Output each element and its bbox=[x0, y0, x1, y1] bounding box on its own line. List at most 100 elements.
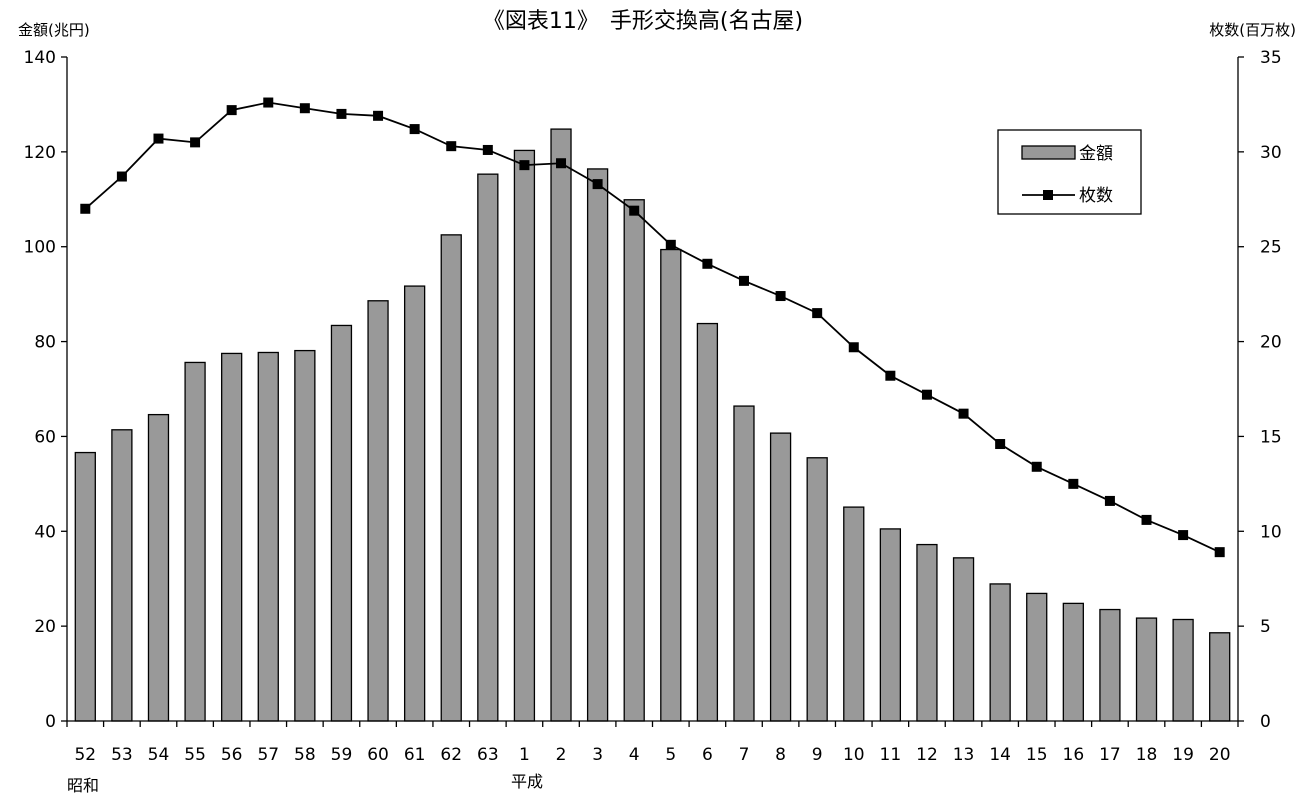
bar-amount-15 bbox=[1026, 592, 1048, 722]
x-tick-label-62: 62 bbox=[440, 745, 462, 765]
marker-count-14 bbox=[995, 439, 1006, 450]
left-tick-label-0: 0 bbox=[45, 712, 56, 732]
marker-count-4 bbox=[629, 205, 640, 216]
bar-amount-55 bbox=[184, 361, 206, 722]
x-axis-ticks: 52 53 54 55 56 57 58 59 60 61 62 63 1 2 3 4 5 6 7 8 9 10 11 12 1… bbox=[66, 721, 1239, 765]
bar-amount-2 bbox=[550, 128, 572, 722]
x-tick-label-5: 5 bbox=[665, 745, 676, 765]
bar-amount-58 bbox=[294, 349, 316, 722]
marker-count-2 bbox=[556, 158, 567, 169]
x-tick-label-11: 11 bbox=[880, 745, 902, 765]
right-tick-label-3: 15 bbox=[1260, 427, 1282, 447]
marker-count-8 bbox=[775, 291, 786, 302]
x-tick-label-16: 16 bbox=[1063, 745, 1085, 765]
x-tick-label-56: 56 bbox=[221, 745, 243, 765]
marker-count-11 bbox=[885, 370, 896, 381]
left-tick-label-5: 100 bbox=[24, 238, 56, 258]
marker-count-58 bbox=[299, 103, 310, 114]
x-tick-label-9: 9 bbox=[812, 745, 823, 765]
left-tick-label-7: 140 bbox=[24, 48, 56, 68]
line-series bbox=[80, 97, 1225, 558]
x-tick-label-53: 53 bbox=[111, 745, 133, 765]
bar-series bbox=[74, 128, 1231, 722]
x-tick-label-4: 4 bbox=[629, 745, 640, 765]
right-tick-label-0: 0 bbox=[1260, 712, 1271, 732]
x-tick-label-7: 7 bbox=[739, 745, 750, 765]
right-tick-label-5: 25 bbox=[1260, 238, 1282, 258]
line-count-path bbox=[84, 101, 1221, 553]
bar-amount-3 bbox=[586, 168, 609, 722]
x-tick-label-8: 8 bbox=[775, 745, 786, 765]
x-tick-label-61: 61 bbox=[404, 745, 426, 765]
x-tick-label-1: 1 bbox=[519, 745, 530, 765]
right-tick-label-1: 5 bbox=[1260, 617, 1271, 637]
marker-count-18 bbox=[1141, 514, 1152, 525]
bar-amount-8 bbox=[769, 432, 792, 722]
bar-amount-61 bbox=[403, 285, 426, 722]
marker-count-59 bbox=[336, 108, 347, 119]
x-tick-label-59: 59 bbox=[331, 745, 353, 765]
marker-count-9 bbox=[812, 308, 823, 319]
x-tick-label-18: 18 bbox=[1136, 745, 1158, 765]
marker-count-20 bbox=[1214, 547, 1225, 558]
marker-count-54 bbox=[153, 133, 164, 144]
bar-amount-4 bbox=[623, 199, 645, 722]
legend-box bbox=[997, 129, 1142, 215]
bar-amount-16 bbox=[1062, 602, 1084, 722]
bar-amount-12 bbox=[916, 543, 938, 722]
bar-amount-52 bbox=[74, 451, 96, 722]
x-tick-label-3: 3 bbox=[592, 745, 603, 765]
x-tick-label-15: 15 bbox=[1026, 745, 1048, 765]
x-tick-label-55: 55 bbox=[184, 745, 206, 765]
marker-count-6 bbox=[702, 258, 713, 269]
x-tick-label-54: 54 bbox=[148, 745, 170, 765]
x-tick-label-58: 58 bbox=[294, 745, 316, 765]
marker-count-53 bbox=[116, 171, 127, 182]
legend: 金額 枚数 bbox=[997, 129, 1142, 215]
bar-amount-19 bbox=[1172, 618, 1194, 722]
bar-amount-18 bbox=[1135, 617, 1158, 722]
bar-amount-54 bbox=[147, 413, 170, 722]
bar-amount-9 bbox=[806, 457, 828, 722]
era-label-showa: 昭和 bbox=[67, 776, 99, 795]
x-tick-label-19: 19 bbox=[1172, 745, 1194, 765]
bar-amount-6 bbox=[696, 322, 719, 722]
x-tick-label-20: 20 bbox=[1209, 745, 1231, 765]
left-tick-label-2: 40 bbox=[34, 522, 56, 542]
x-tick-label-6: 6 bbox=[702, 745, 713, 765]
right-axis-ticks: 0 5 10 15 20 25 30 35 bbox=[1238, 48, 1282, 732]
left-tick-label-4: 80 bbox=[34, 333, 56, 353]
right-tick-label-4: 20 bbox=[1260, 333, 1282, 353]
x-tick-label-17: 17 bbox=[1099, 745, 1121, 765]
marker-count-57 bbox=[263, 97, 274, 108]
marker-count-13 bbox=[958, 408, 969, 419]
right-tick-label-6: 30 bbox=[1260, 143, 1282, 163]
marker-count-60 bbox=[373, 110, 384, 121]
bar-amount-56 bbox=[221, 352, 243, 722]
bar-amount-60 bbox=[367, 300, 389, 722]
legend-label-amount: 金額 bbox=[1079, 144, 1113, 164]
bar-amount-57 bbox=[257, 351, 279, 722]
marker-count-7 bbox=[738, 275, 749, 286]
legend-marker-swatch bbox=[1043, 190, 1053, 200]
marker-count-5 bbox=[665, 239, 676, 250]
legend-label-count: 枚数 bbox=[1079, 186, 1113, 206]
bar-amount-1 bbox=[513, 149, 536, 722]
bar-amount-53 bbox=[111, 429, 133, 722]
right-axis-unit-label: 枚数(百万枚) bbox=[1209, 21, 1296, 39]
left-tick-label-6: 120 bbox=[24, 143, 56, 163]
marker-count-17 bbox=[1104, 495, 1115, 506]
bar-amount-62 bbox=[440, 234, 462, 722]
x-tick-label-60: 60 bbox=[367, 745, 389, 765]
marker-count-12 bbox=[921, 389, 932, 400]
x-tick-label-13: 13 bbox=[953, 745, 975, 765]
bar-amount-14 bbox=[989, 583, 1011, 722]
legend-bar-swatch bbox=[1021, 145, 1076, 160]
left-axis-ticks: 0 20 40 60 80 100 120 140 bbox=[24, 48, 67, 732]
marker-count-3 bbox=[592, 179, 603, 190]
marker-count-63 bbox=[482, 144, 493, 155]
left-axis-unit-label: 金額(兆円) bbox=[18, 21, 90, 39]
marker-count-1 bbox=[519, 160, 530, 171]
x-tick-label-52: 52 bbox=[74, 745, 96, 765]
